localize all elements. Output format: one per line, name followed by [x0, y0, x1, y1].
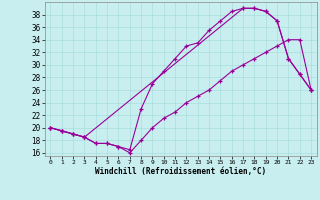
X-axis label: Windchill (Refroidissement éolien,°C): Windchill (Refroidissement éolien,°C)	[95, 167, 266, 176]
